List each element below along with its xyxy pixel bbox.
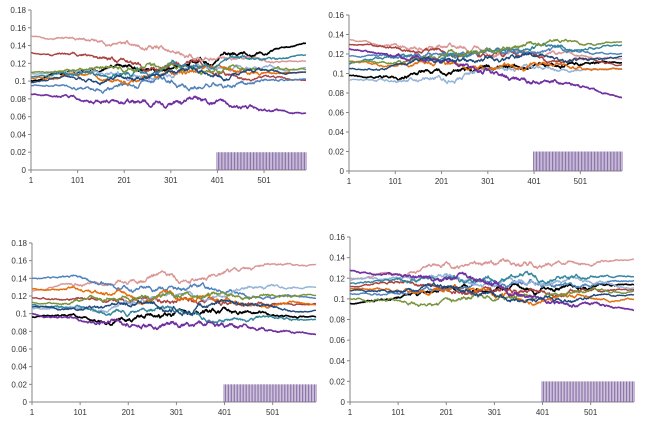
y-tick-label: 0.06 [10,113,26,122]
y-tick-label: 0.1 [333,70,345,79]
series-line-dark-blue [31,299,317,317]
series-line-dark-red [31,296,317,307]
y-tick-label: 0.02 [10,148,26,157]
y-tick-label: 0.08 [329,316,345,325]
y-tick-label: 0.02 [329,377,345,386]
series-line-teal [349,270,635,285]
y-tick-label: 0.04 [10,130,26,139]
x-tick-label: 401 [211,176,225,185]
chart-panel-top-left: 0 0.02 0.04 0.06 0.08 0.1 0.12 0.14 0.16 0.18 1 101… [10,6,307,185]
y-tick-label: 0.14 [329,254,345,263]
x-tick-label: 501 [584,408,598,417]
series-line-light-blue [349,273,635,290]
series-line-black [348,60,623,82]
x-tick-label: 501 [257,176,271,185]
y-tick-label: 0.12 [11,292,27,301]
y-tick-label: 0 [340,167,345,176]
y-tick-label: 0.08 [11,327,27,336]
series-line-green [349,286,635,307]
x-tick-label: 401 [536,408,550,417]
series-line-green [31,291,317,306]
series-line-purple [349,269,635,312]
x-tick-label: 301 [164,176,178,185]
y-tick-label: 0.1 [334,295,346,304]
y-tick-label: 0.14 [328,31,344,40]
y-tick-label: 0.06 [11,345,27,354]
y-tick-label: 0 [22,166,27,175]
series-line-dark-blue [349,282,635,304]
series-line-blue [349,277,635,296]
y-tick-label: 0.08 [328,89,344,98]
y-tick-label: 0.16 [11,257,27,266]
x-tick-label: 201 [435,177,449,186]
y-tick-label: 0.1 [15,77,27,86]
series-line-light-blue [31,283,317,314]
series-line-green [348,38,623,65]
series-line-dark-blue [348,52,623,72]
x-tick-label: 301 [481,177,495,186]
chart-panel-top-right: 0 0.02 0.04 0.06 0.08 0.1 0.12 0.14 0.16 1 101 201 3… [328,11,623,186]
x-tick-label: 201 [122,408,136,417]
series-line-orange [349,283,635,306]
y-tick-label: 0.16 [329,233,345,242]
y-tick-label: 0.06 [329,336,345,345]
x-tick-label: 501 [266,408,280,417]
series-line-purple [31,312,317,336]
y-tick-label: 0.14 [11,274,27,283]
series-line-teal [30,54,307,79]
series-line-dark-red [349,280,635,298]
x-tick-label: 401 [527,177,541,186]
series-line-purple [348,48,623,99]
series-line-dark-red [30,51,307,82]
x-tick-label: 401 [218,408,232,417]
y-tick-label: 0.16 [328,11,344,20]
series-line-black [31,306,317,326]
x-tick-label: 201 [440,408,454,417]
series-line-rose [31,262,317,293]
x-tick-label: 501 [574,177,588,186]
series-line-blue [31,274,317,300]
chart-panel-bottom-left: 0 0.02 0.04 0.06 0.08 0.1 0.12 0.14 0.16 0.18 1 101… [11,239,317,417]
y-tick-label: 0.04 [328,128,344,137]
y-tick-label: 0.02 [11,380,27,389]
x-tick-label: 301 [170,408,184,417]
x-tick-label: 101 [73,408,87,417]
y-tick-label: 0.18 [11,239,27,248]
y-tick-label: 0.04 [11,363,27,372]
y-tick-label: 0.08 [10,95,26,104]
series-line-purple [30,93,307,115]
y-tick-label: 0.12 [328,50,344,59]
chart-panel-bottom-right: 0 0.02 0.04 0.06 0.08 0.1 0.12 0.14 0.16 1 101 201 3… [329,233,635,417]
x-tick-label: 1 [29,176,34,185]
x-tick-label: 1 [347,177,352,186]
y-tick-label: 0.18 [10,6,26,15]
x-tick-label: 1 [348,408,353,417]
series-line-teal [31,303,317,324]
y-tick-label: 0.04 [329,357,345,366]
x-tick-label: 101 [389,177,403,186]
y-tick-label: 0.06 [328,109,344,118]
y-tick-label: 0.14 [10,42,26,51]
x-tick-label: 1 [30,408,35,417]
y-tick-label: 0.16 [10,24,26,33]
x-tick-label: 201 [118,176,132,185]
x-tick-label: 301 [488,408,502,417]
series-line-blue [30,75,307,94]
y-tick-label: 0.02 [328,148,344,157]
x-tick-label: 101 [391,408,405,417]
series-line-rose [348,38,623,60]
y-tick-label: 0.12 [329,274,345,283]
series-line-dark-blue [30,65,307,86]
y-tick-label: 0.12 [10,59,26,68]
y-tick-label: 0 [341,398,346,407]
y-tick-label: 0.1 [16,310,28,319]
y-tick-label: 0 [23,398,28,407]
x-tick-label: 101 [71,176,85,185]
